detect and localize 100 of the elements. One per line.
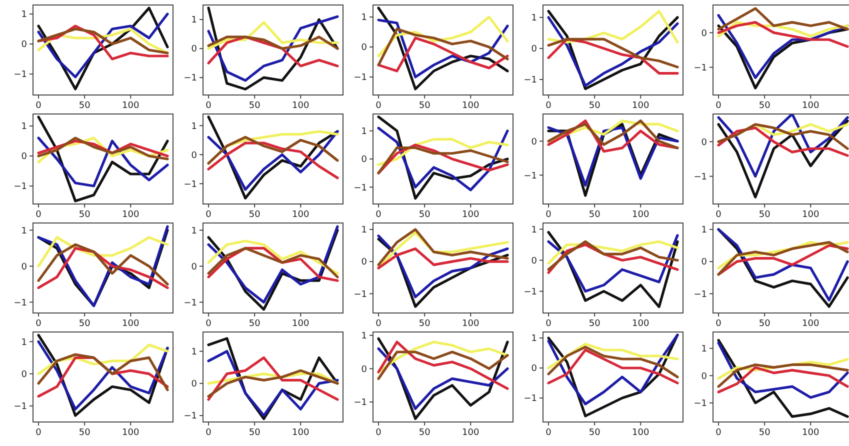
y-tick-label: −1: [14, 298, 27, 308]
y-tick-label: 0: [531, 256, 538, 266]
x-tick-label: 100: [122, 428, 140, 438]
line-series: [37, 136, 169, 188]
x-tick-label: 100: [802, 101, 820, 111]
y-tick-label: 0: [21, 370, 28, 380]
x-tick-label: 0: [376, 101, 382, 111]
y-tick-label: −1: [184, 180, 197, 190]
x-tick-label: 0: [206, 428, 212, 438]
y-tick-label: 1: [21, 10, 27, 20]
y-tick-label: 1: [531, 14, 537, 24]
x-tick-label: 0: [36, 428, 42, 438]
y-tick-label: −1: [184, 74, 197, 84]
x-tick-label: 0: [36, 210, 42, 220]
x-tick-label: 100: [802, 428, 820, 438]
x-tick-label: 0: [206, 101, 212, 111]
y-tick-label: 0: [191, 44, 198, 55]
x-tick-label: 50: [248, 428, 261, 438]
line-series: [717, 120, 849, 198]
y-tick-label: 1: [191, 122, 197, 132]
y-tick-label: 0: [21, 40, 28, 50]
line-series: [207, 350, 339, 417]
y-tick-label: −1: [14, 70, 27, 80]
line-series: [37, 12, 169, 78]
x-tick-label: 0: [546, 428, 552, 438]
line-series: [377, 126, 509, 192]
y-tick-label: 1: [191, 347, 197, 358]
y-tick-label: 0: [531, 137, 538, 148]
x-tick-label: 0: [546, 210, 552, 220]
y-tick-label: −1: [524, 171, 537, 182]
x-tick-label: 100: [462, 319, 480, 329]
x-tick-label: 50: [588, 319, 601, 329]
x-tick-label: 50: [758, 210, 771, 220]
line-series: [717, 363, 849, 388]
y-tick-label: 1: [361, 13, 367, 24]
x-tick-label: 0: [546, 319, 552, 329]
x-tick-label: 0: [36, 319, 42, 329]
y-tick-label: 0: [191, 150, 198, 161]
x-tick-label: 50: [588, 101, 601, 111]
x-tick-label: 50: [758, 428, 771, 438]
line-series: [547, 346, 679, 378]
y-tick-label: 0: [701, 138, 708, 148]
y-tick-label: 0: [21, 262, 28, 272]
y-tick-label: −1: [354, 290, 367, 300]
y-tick-label: 1: [21, 122, 27, 132]
x-tick-label: 100: [292, 319, 310, 329]
x-tick-label: 0: [546, 101, 552, 111]
line-series: [717, 7, 849, 31]
line-series: [207, 36, 339, 50]
line-series: [207, 15, 339, 82]
y-tick-label: 1: [21, 338, 27, 348]
x-tick-label: 0: [716, 319, 722, 329]
y-tick-label: 1: [191, 16, 197, 26]
y-tick-label: −1: [694, 290, 707, 300]
x-tick-label: 50: [78, 210, 91, 220]
line-series: [207, 356, 339, 401]
x-tick-label: 100: [122, 319, 140, 329]
y-tick-label: −1: [354, 73, 367, 84]
y-tick-label: −1: [524, 394, 537, 404]
x-tick-label: 0: [206, 210, 212, 220]
y-tick-label: 1: [701, 226, 707, 236]
x-tick-label: 0: [376, 210, 382, 220]
line-series: [377, 28, 509, 66]
line-series: [547, 234, 679, 293]
y-tick-label: 0: [21, 152, 28, 162]
x-tick-label: 0: [716, 101, 722, 111]
line-series: [717, 338, 849, 418]
line-series: [207, 142, 339, 180]
x-tick-label: 50: [758, 319, 771, 329]
x-tick-label: 50: [418, 319, 431, 329]
line-series: [377, 347, 509, 410]
y-tick-label: 0: [191, 262, 198, 272]
line-series: [377, 247, 509, 270]
line-series: [717, 342, 849, 399]
y-tick-label: 0: [531, 44, 538, 55]
line-series: [547, 348, 679, 384]
x-tick-label: 50: [78, 101, 91, 111]
x-tick-label: 50: [418, 101, 431, 111]
y-tick-label: −1: [524, 76, 537, 86]
x-tick-label: 100: [632, 210, 650, 220]
y-tick-label: 0: [361, 258, 368, 268]
x-tick-label: 0: [36, 101, 42, 111]
x-tick-label: 100: [292, 101, 310, 111]
y-tick-label: 0: [701, 372, 708, 382]
x-tick-label: 100: [122, 210, 140, 220]
x-tick-label: 100: [632, 101, 650, 111]
y-tick-label: −1: [14, 182, 27, 192]
x-tick-label: 100: [632, 319, 650, 329]
line-series: [207, 130, 339, 191]
x-tick-label: 100: [122, 101, 140, 111]
x-tick-label: 100: [292, 210, 310, 220]
x-tick-label: 100: [462, 210, 480, 220]
y-tick-label: 1: [361, 226, 367, 236]
y-tick-label: 1: [531, 334, 537, 344]
y-tick-label: 0: [701, 258, 708, 268]
y-tick-label: 1: [361, 331, 367, 342]
y-tick-label: 0: [361, 364, 368, 375]
y-tick-label: −1: [694, 172, 707, 182]
x-tick-label: 100: [802, 319, 820, 329]
y-tick-label: −1: [694, 63, 707, 74]
